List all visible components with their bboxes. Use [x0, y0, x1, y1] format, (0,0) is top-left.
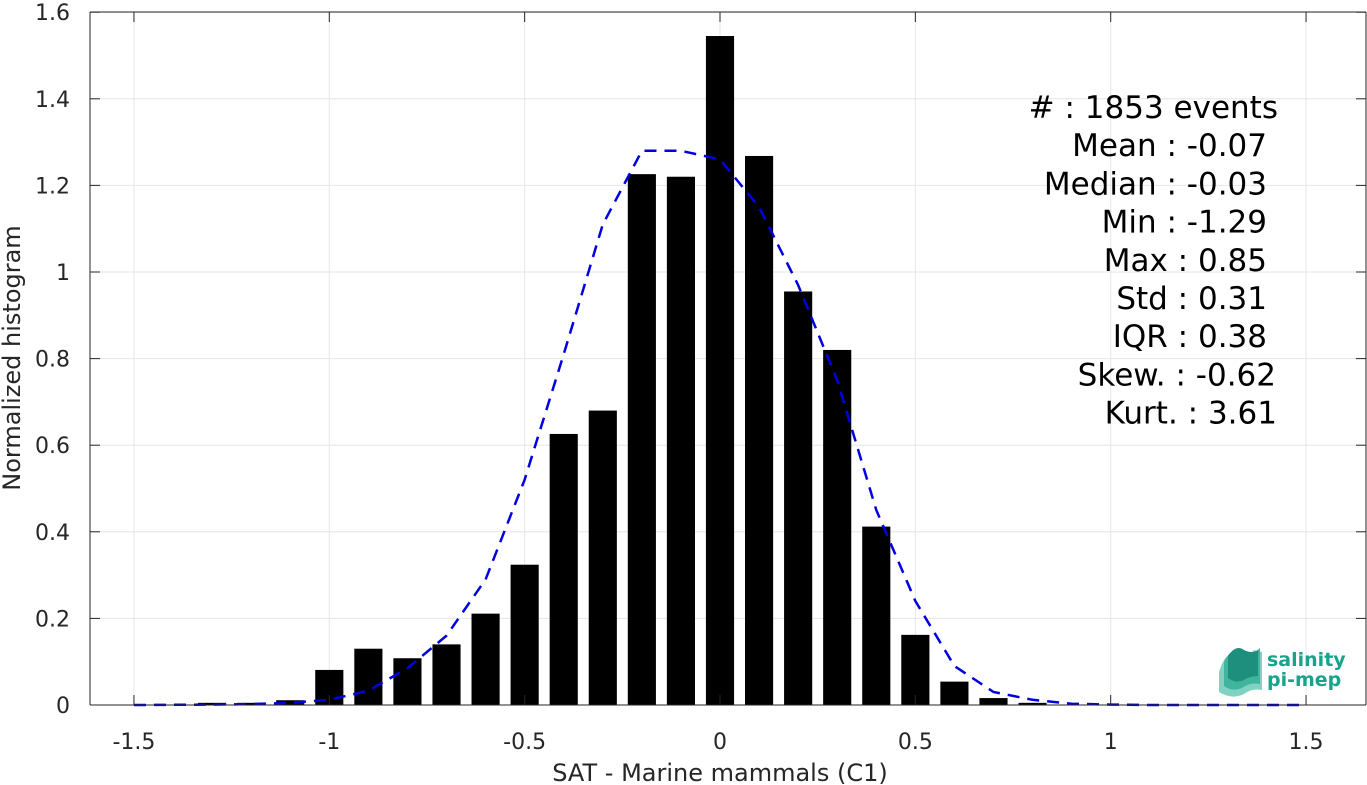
stats-line: # : 1853 events [1029, 90, 1278, 126]
stats-line: IQR : 0.38 [1113, 319, 1267, 355]
x-tick-label: 0 [713, 730, 727, 755]
stats-line: Std : 0.31 [1116, 281, 1267, 317]
histogram-bar [627, 174, 656, 706]
normal-fit-curve [133, 149, 1306, 707]
histogram-bar [823, 349, 852, 705]
x-tick-label: 0.5 [898, 730, 933, 755]
histogram-bar [276, 700, 305, 705]
histogram-bar [471, 613, 500, 705]
y-tick-label: 0 [56, 694, 70, 719]
x-tick-label: 1 [1104, 730, 1118, 755]
tick-labels: -1.5 -1 -0.5 0 0.5 1 1.5 0 0.2 0.4 0.6 0.8 1 1.2 1.4 1.… [35, 1, 1366, 755]
y-tick-label: 1.4 [35, 88, 70, 113]
stats-line: Kurt. : 3.61 [1105, 396, 1277, 432]
histogram-bar [393, 658, 422, 705]
y-tick-label: 1.6 [35, 1, 70, 26]
histogram-bar [979, 698, 1008, 705]
histogram-bar [588, 410, 617, 705]
histogram-bar [198, 702, 227, 705]
y-tick-label: 1.2 [35, 174, 70, 199]
y-axis-title: Normalized histogram [0, 225, 26, 490]
histogram-bar [432, 644, 461, 705]
salinity-wave-icon [1219, 648, 1262, 697]
histogram-bar [940, 681, 969, 705]
y-tick-label: 0.2 [35, 607, 70, 632]
histogram-bar [1018, 702, 1047, 705]
x-tick-label: -1 [318, 730, 340, 755]
x-tick-label: -1.5 [112, 730, 155, 755]
x-tick-label: 1.5 [1289, 730, 1324, 755]
logo-line2: pi-mep [1267, 669, 1341, 691]
histogram-bar [666, 176, 695, 706]
logo-line1: salinity [1267, 649, 1346, 671]
histogram-bar [510, 564, 539, 705]
stats-line: Min : -1.29 [1102, 205, 1267, 241]
histogram-bar [901, 634, 930, 705]
y-tick-label: 0.6 [35, 434, 70, 459]
y-tick-label: 0.4 [35, 521, 70, 546]
stats-line: Skew. : -0.62 [1078, 357, 1276, 393]
x-axis-title: SAT - Marine mammals (C1) [552, 759, 887, 785]
y-tick-label: 0.8 [35, 348, 70, 373]
histogram-bar [237, 702, 266, 705]
histogram-bar [784, 291, 813, 705]
y-tick-label: 1 [56, 261, 70, 286]
x-tick-label: -0.5 [503, 730, 546, 755]
stats-line: Mean : -0.07 [1072, 128, 1267, 164]
histogram-bars [198, 36, 1047, 706]
histogram-bar [745, 155, 774, 705]
salinity-pi-mep-logo: salinity pi-mep [1219, 648, 1346, 697]
stats-line: Max : 0.85 [1104, 243, 1267, 279]
histogram-bar [354, 648, 383, 705]
histogram-bar [549, 433, 578, 705]
histogram-bar [862, 526, 891, 705]
histogram-bar [705, 36, 735, 705]
stats-line: Median : -0.03 [1044, 166, 1267, 202]
